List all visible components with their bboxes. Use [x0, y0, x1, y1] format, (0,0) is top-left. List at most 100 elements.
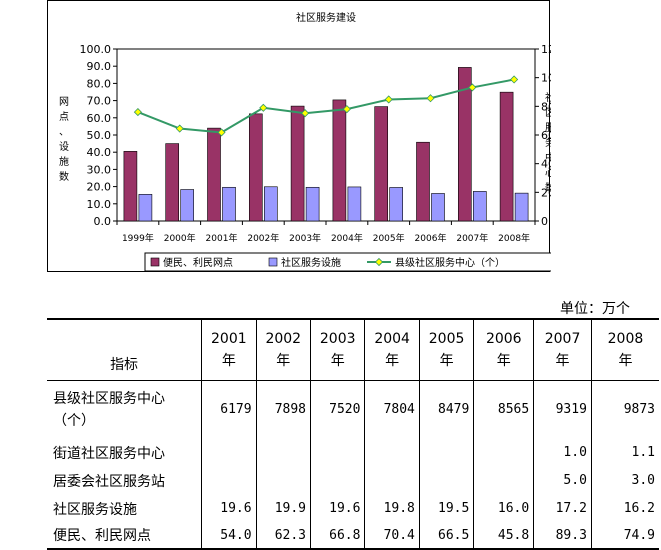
row-label: 县级社区服务中心 （个） — [47, 381, 202, 439]
bar-facility — [431, 193, 445, 222]
y-left-tick-label: 20.0 — [87, 181, 112, 194]
line-center — [137, 78, 515, 134]
table-cell — [201, 438, 257, 467]
table-cell: 66.5 — [418, 522, 474, 550]
table-cell — [255, 466, 311, 495]
x-tick-label: 2008年 — [498, 232, 530, 244]
table-cell: 19.9 — [255, 494, 311, 523]
table-cell — [309, 466, 365, 495]
table-cell — [418, 466, 474, 495]
table-cell: 89.3 — [533, 522, 592, 550]
table-cell — [418, 438, 474, 467]
table-cell: 19.6 — [201, 494, 257, 523]
y-left-tick-label: 0.0 — [94, 215, 112, 228]
table-cell — [255, 438, 311, 467]
y-right-tick-label: 0 — [541, 215, 548, 228]
table-cell: 66.8 — [309, 522, 365, 550]
table-cell — [364, 466, 420, 495]
x-tick-label: 2002年 — [247, 232, 279, 244]
year-number: 2006 — [485, 331, 522, 347]
legend-swatch-facility — [268, 257, 278, 267]
table-cell: 8479 — [418, 380, 474, 439]
legend-box — [144, 252, 551, 272]
table-cell — [309, 438, 365, 467]
y-right-tick-label: 4000 — [541, 158, 551, 171]
table-cell: 16.2 — [590, 494, 659, 523]
line-center-point — [259, 103, 268, 112]
year-number: 2005 — [428, 331, 465, 347]
line-center-point — [510, 75, 519, 84]
table-cell: 5.0 — [533, 466, 592, 495]
combo-chart: 社区服务建设 0.0 10.0 20.0 30.0 40.0 50.0 60.0 70.0 80.… — [59, 11, 551, 272]
year-suffix: 年 — [385, 353, 400, 369]
year-number: 2008 — [607, 331, 644, 347]
year-number: 2007 — [544, 331, 581, 347]
legend-label-facility: 社区服务设施 — [281, 256, 341, 269]
chart-title: 社区服务建设 — [296, 11, 356, 24]
header-year: 2001 年 — [201, 318, 257, 381]
bar-bianmin — [374, 106, 389, 222]
y-right-axis-title: 社区服务中心数 — [545, 91, 551, 194]
table-cell: 9319 — [533, 380, 592, 439]
table-row: 社区服务设施 19.6 19.9 19.6 19.8 19.5 16.0 17.… — [47, 494, 659, 523]
data-table: 指标 2001 年 2002 年 2003 年 2004 年 2005 年 2006 年 2… — [47, 318, 659, 550]
legend-swatch-bianmin — [150, 257, 160, 267]
bar-bianmin — [123, 151, 138, 222]
y-right-tick-label: 8000 — [541, 100, 551, 113]
line-center-point — [426, 94, 435, 103]
year-number: 2002 — [265, 331, 302, 347]
x-tick-label: 1999年 — [122, 232, 154, 244]
line-center-point — [133, 108, 142, 117]
table-cell: 8565 — [473, 380, 534, 439]
bar-facility — [347, 186, 362, 222]
row-label: 社区服务设施 — [53, 501, 137, 518]
y-left-axis-title: 网点、设施数 — [59, 96, 69, 183]
bar-facility — [305, 186, 320, 222]
line-center-point — [342, 105, 351, 114]
line-center-point — [175, 124, 184, 133]
y-left-tick-label: 40.0 — [87, 146, 112, 159]
bar-bianmin — [165, 143, 179, 222]
y-left-tick-label: 50.0 — [87, 129, 112, 142]
year-suffix: 年 — [276, 353, 291, 369]
x-tick-label: 2005年 — [373, 232, 405, 244]
bar-facility — [472, 191, 487, 222]
legend-marker-center — [374, 257, 384, 267]
header-year: 2008 年 — [590, 318, 659, 381]
table-cell: 70.4 — [364, 522, 420, 550]
table-cell: 1.1 — [590, 438, 659, 467]
y-left-tick-label: 10.0 — [87, 198, 112, 211]
x-tick-label: 2004年 — [331, 232, 363, 244]
row-label-line2: （个） — [53, 412, 95, 429]
y-right-tick-label: 12000 — [541, 43, 551, 56]
year-suffix: 年 — [330, 353, 345, 369]
table-cell: 19.6 — [309, 494, 365, 523]
table-cell: 19.5 — [418, 494, 474, 523]
header-year: 2004 年 — [364, 318, 420, 381]
year-number: 2001 — [211, 331, 247, 347]
y-right-tick-label: 2000 — [541, 186, 551, 199]
table-cell: 19.8 — [364, 494, 420, 523]
header-year: 2006 年 — [473, 318, 534, 381]
bar-facility — [514, 192, 529, 222]
bar-bianmin — [416, 141, 430, 222]
table-cell: 54.0 — [201, 522, 257, 550]
bar-facility — [264, 186, 278, 222]
header-year: 2007 年 — [533, 318, 592, 381]
legend-label-bianmin: 便民、利民网点 — [163, 256, 233, 269]
unit-label: 单位：万个 — [560, 301, 630, 317]
y-left-tick-label: 90.0 — [87, 60, 112, 73]
year-number: 2003 — [319, 331, 356, 347]
bar-facility — [222, 186, 236, 222]
header-year: 2002 年 — [255, 318, 311, 381]
row-label: 便民、利民网点 — [47, 522, 202, 550]
year-number: 2004 — [374, 331, 410, 347]
table-cell: 45.8 — [473, 522, 534, 550]
y-left-tick-label: 60.0 — [87, 112, 112, 125]
y-left-tick-label: 30.0 — [87, 163, 112, 176]
bar-facility — [389, 187, 404, 222]
bar-facility — [138, 194, 153, 222]
x-tick-label: 2001年 — [206, 232, 238, 244]
bar-bianmin — [207, 127, 221, 222]
year-suffix: 年 — [555, 353, 570, 369]
